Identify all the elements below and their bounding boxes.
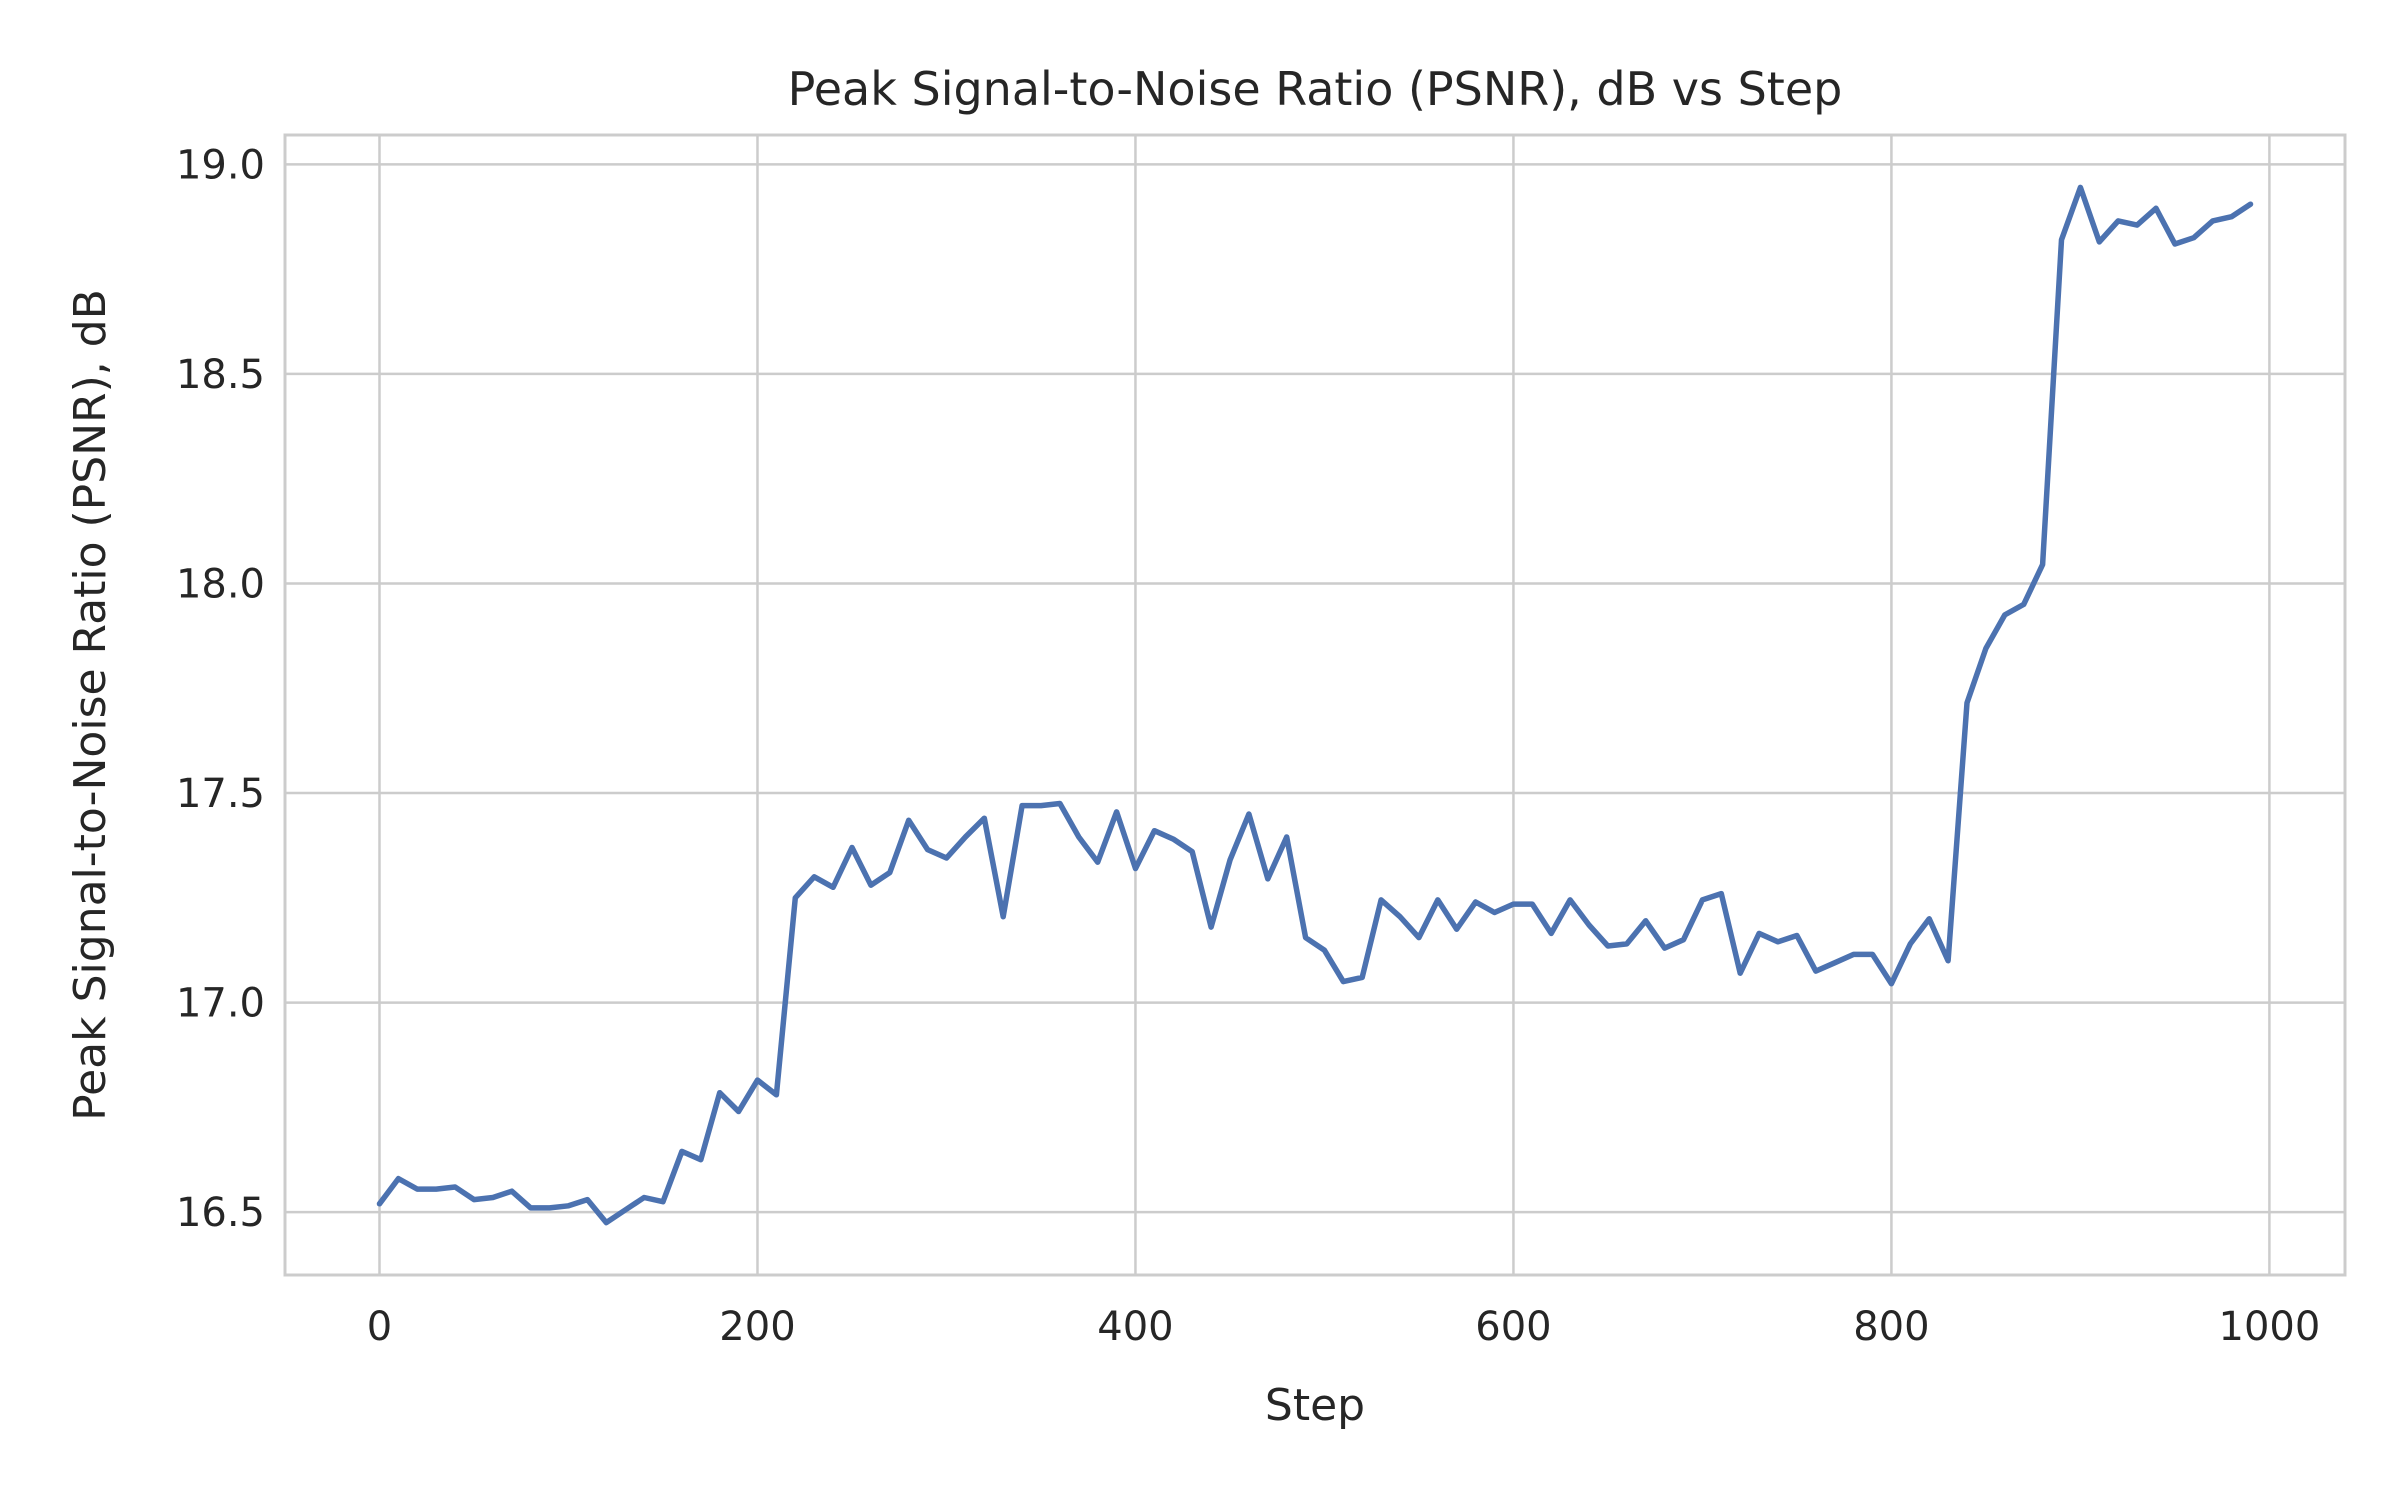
series-line	[376, 184, 2254, 1226]
y-tick-label: 17.0	[176, 981, 265, 1027]
y-tick-label: 18.0	[176, 561, 265, 607]
chart-title: Peak Signal-to-Noise Ratio (PSNR), dB vs…	[788, 62, 1843, 116]
plot-frame	[283, 133, 2347, 1277]
y-tick-label: 16.5	[176, 1190, 265, 1236]
x-tick-label: 400	[1097, 1304, 1173, 1350]
y-axis-ticks: 16.5 17.0 17.5 18.0 18.5 19.0	[176, 142, 265, 1236]
series-layer	[376, 184, 2254, 1226]
x-axis-label: Step	[1265, 1380, 1365, 1431]
x-tick-label: 1000	[2219, 1304, 2321, 1350]
y-axis-label: Peak Signal-to-Noise Ratio (PSNR), dB	[65, 289, 116, 1121]
x-tick-label: 0	[367, 1304, 392, 1350]
x-tick-label: 200	[719, 1304, 795, 1350]
x-axis-ticks: 0 200 400 600 800 1000	[367, 1304, 2321, 1350]
y-tick-label: 18.5	[176, 352, 265, 398]
grid	[285, 135, 2345, 1275]
x-tick-label: 800	[1853, 1304, 1929, 1350]
y-tick-label: 17.5	[176, 771, 265, 817]
x-tick-label: 600	[1475, 1304, 1551, 1350]
y-tick-label: 19.0	[176, 142, 265, 188]
